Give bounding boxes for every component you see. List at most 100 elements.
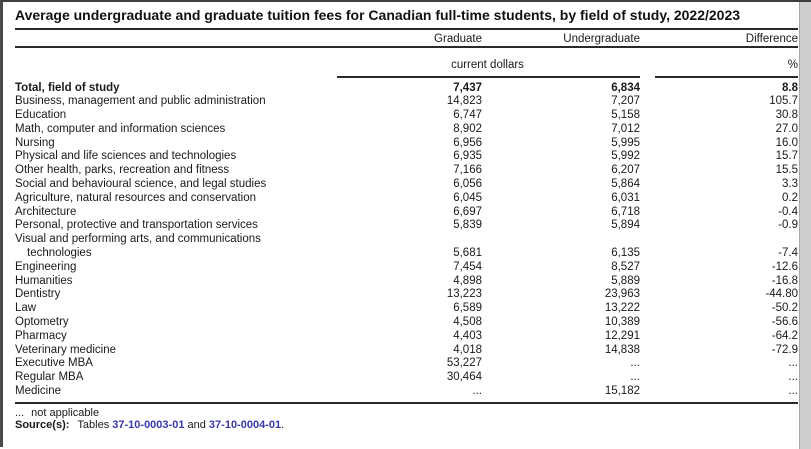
table-row: Optometry 4,508 10,389 -56.6 <box>15 316 798 330</box>
undergraduate-value: ... <box>630 371 640 384</box>
table-row: Nursing 6,956 5,995 16.0 <box>15 137 798 151</box>
difference-value: 0.2 <box>782 191 798 204</box>
statistics-table-sheet: Average undergraduate and graduate tuiti… <box>15 7 798 432</box>
field-of-study-label: Education <box>15 109 67 122</box>
field-of-study-label: Total, field of study <box>15 81 120 94</box>
difference-value: ... <box>788 371 798 384</box>
graduate-value: 7,166 <box>453 164 482 177</box>
footnote-row: ... not applicable <box>15 407 798 420</box>
table-row: Executive MBA 53,227...... <box>15 357 798 371</box>
graduate-value: 4,018 <box>453 343 482 356</box>
undergraduate-value: 5,894 <box>611 219 640 232</box>
rule-under-headers <box>15 45 798 48</box>
rule-bottom <box>15 401 798 404</box>
graduate-value: 4,403 <box>453 329 482 342</box>
graduate-value: 4,508 <box>453 316 482 329</box>
table-row: Dentistry 13,223 23,963 -44.80 <box>15 288 798 302</box>
table-row: Total, field of study 7,437 6,834 8.8 <box>15 82 798 96</box>
field-of-study-label: Regular MBA <box>15 371 84 384</box>
difference-value: 16.0 <box>775 136 798 149</box>
column-header-row: Graduate Undergraduate Difference <box>15 30 798 46</box>
undergraduate-value: 6,834 <box>611 81 640 94</box>
table-row: Education 6,747 5,158 30.8 <box>15 109 798 123</box>
graduate-value: 6,747 <box>453 109 482 122</box>
graduate-value: 4,898 <box>453 274 482 287</box>
difference-value: 27.0 <box>775 122 798 135</box>
graduate-value: 6,697 <box>453 205 482 218</box>
graduate-value: 7,437 <box>453 81 482 94</box>
difference-value: 15.7 <box>775 150 798 163</box>
source-link-table-37-10-0004-01[interactable]: 37-10-0004-01 <box>208 419 282 432</box>
graduate-value: 6,045 <box>453 191 482 204</box>
undergraduate-value: 23,963 <box>604 288 640 301</box>
source-conjunction: and <box>187 419 206 432</box>
field-of-study-label: Pharmacy <box>15 329 67 342</box>
unit-underline-row <box>15 75 798 78</box>
source-row: Source(s): Tables 37-10-0003-01 and 37-10… <box>15 419 798 432</box>
graduate-value: 13,223 <box>446 288 482 301</box>
field-of-study-label: Agriculture, natural resources and conse… <box>15 191 256 204</box>
undergraduate-value: 7,207 <box>611 95 640 108</box>
field-of-study-label: Business, management and public administ… <box>15 95 266 108</box>
graduate-value: 5,681 <box>453 247 482 260</box>
field-of-study-label: Executive MBA <box>15 357 93 370</box>
graduate-value: 6,056 <box>453 178 482 191</box>
graduate-value: 5,839 <box>453 219 482 232</box>
unit-percent: % <box>787 58 798 71</box>
undergraduate-value: 15,182 <box>604 385 640 398</box>
table-row: Regular MBA 30,464...... <box>15 371 798 385</box>
undergraduate-value: 12,291 <box>604 329 640 342</box>
source-prefix: Tables <box>77 419 110 432</box>
field-of-study-label: Dentistry <box>15 288 61 301</box>
page-title: Average undergraduate and graduate tuiti… <box>15 7 741 23</box>
unit-header-row: current dollars % <box>15 57 798 71</box>
difference-value: -56.6 <box>771 316 798 329</box>
undergraduate-value: 7,012 <box>611 122 640 135</box>
undergraduate-value: 6,718 <box>611 205 640 218</box>
undergraduate-value: 6,135 <box>611 247 640 260</box>
column-header-undergraduate: Undergraduate <box>563 32 640 45</box>
difference-value: -0.9 <box>778 219 798 232</box>
footnote-marker: ... <box>15 406 25 419</box>
graduate-value: 6,935 <box>453 150 482 163</box>
table-row: Veterinary medicine 4,018 14,838 -72.9 <box>15 344 798 358</box>
field-of-study-label: Nursing <box>15 136 55 149</box>
table-row: Business, management and public administ… <box>15 95 798 109</box>
field-of-study-label: Other health, parks, recreation and fitn… <box>15 164 230 177</box>
difference-value: ... <box>788 385 798 398</box>
difference-value: 30.8 <box>775 109 798 122</box>
source-link-table-37-10-0003-01[interactable]: 37-10-0003-01 <box>112 419 185 432</box>
graduate-value: ... <box>472 385 482 398</box>
field-of-study-label: Social and behavioural science, and lega… <box>15 178 267 191</box>
rule-under-title <box>15 27 798 30</box>
field-of-study-label: Architecture <box>15 205 77 218</box>
difference-value: -0.4 <box>778 205 798 218</box>
undergraduate-value: 13,222 <box>604 302 640 315</box>
field-of-study-label: Law <box>15 302 37 315</box>
undergraduate-value: 10,389 <box>604 316 640 329</box>
undergraduate-value: 8,527 <box>611 260 640 273</box>
difference-value: -64.2 <box>771 329 798 342</box>
difference-value: 105.7 <box>769 95 798 108</box>
field-of-study-label: Optometry <box>15 316 69 329</box>
graduate-value: 7,454 <box>453 260 482 273</box>
graduate-value: 6,956 <box>453 136 482 149</box>
difference-value: 8.8 <box>782 81 798 94</box>
difference-value: -72.9 <box>771 343 798 356</box>
table-row: Other health, parks, recreation and fitn… <box>15 164 798 178</box>
table-row: Humanities 4,898 5,889 -16.8 <box>15 275 798 289</box>
undergraduate-value: 5,992 <box>611 150 640 163</box>
field-of-study-label: Math, computer and information sciences <box>15 122 226 135</box>
graduate-value: 6,589 <box>453 302 482 315</box>
table-row: Visual and performing arts, and communic… <box>15 233 798 261</box>
difference-value: -7.4 <box>778 247 798 260</box>
table-row: Agriculture, natural resources and conse… <box>15 192 798 206</box>
table-row: Law 6,589 13,222 -50.2 <box>15 302 798 316</box>
undergraduate-value: 14,838 <box>604 343 640 356</box>
screenshot-right-gutter <box>799 2 811 449</box>
column-header-graduate: Graduate <box>434 32 482 45</box>
table-row: Architecture 6,697 6,718 -0.4 <box>15 206 798 220</box>
table-row: Pharmacy 4,403 12,291 -64.2 <box>15 330 798 344</box>
field-of-study-label: Physical and life sciences and technolog… <box>15 150 237 163</box>
difference-value: -16.8 <box>771 274 798 287</box>
